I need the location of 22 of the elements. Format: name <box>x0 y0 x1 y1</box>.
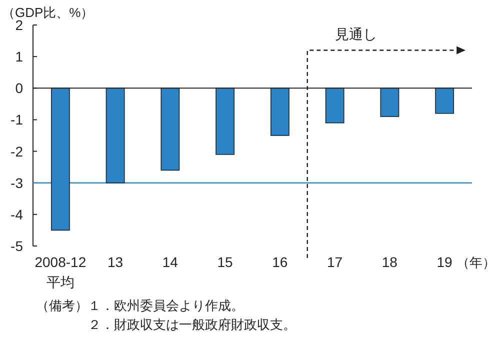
y-tick-label: -1 <box>10 112 24 128</box>
y-tick-label: -3 <box>10 174 24 191</box>
y-tick-label: -5 <box>10 238 24 254</box>
y-tick-label: 2 <box>15 17 24 33</box>
xlabel: （年） <box>456 255 493 270</box>
annotation: 見通し <box>334 26 377 42</box>
ylabel: （GDP比、%） <box>2 5 94 20</box>
annotation: １．欧州委員会より作成。 <box>88 298 244 313</box>
x-tick-label: 14 <box>162 254 178 270</box>
x-tick-label: 19 <box>436 254 453 270</box>
x-tick-label: 16 <box>272 254 288 270</box>
y-tick-label: -2 <box>10 143 24 160</box>
y-tick-label: -4 <box>10 206 24 222</box>
x-tick-label: 17 <box>327 254 343 270</box>
x-tick-label: 2008-12 平均 <box>34 254 86 290</box>
y-tick-label: 0 <box>15 80 24 96</box>
y-tick-label: 1 <box>15 48 24 65</box>
x-tick-label: 15 <box>217 254 234 270</box>
x-tick-label: 18 <box>382 254 398 270</box>
annotation: ２．財政収支は一般政府財政収支。 <box>88 317 296 332</box>
annotation: （備考） <box>36 298 88 313</box>
x-tick-label: 13 <box>108 254 124 270</box>
